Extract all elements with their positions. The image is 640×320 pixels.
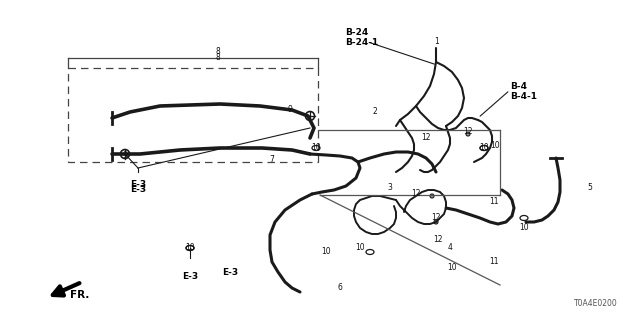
Text: 10: 10 [479,143,489,153]
Circle shape [466,132,470,136]
Text: 1: 1 [435,37,440,46]
Text: 6: 6 [337,284,342,292]
Text: E-3: E-3 [222,268,238,277]
Text: 10: 10 [355,244,365,252]
Text: B-4
B-4-1: B-4 B-4-1 [510,82,537,101]
Text: 12: 12 [433,236,443,244]
Text: 7: 7 [269,156,275,164]
Text: B-24
B-24-1: B-24 B-24-1 [345,28,378,47]
Text: 10: 10 [185,244,195,252]
Text: E-3: E-3 [130,185,146,194]
Text: 9: 9 [287,106,292,115]
Bar [68,68,318,162]
Text: 10: 10 [311,143,321,153]
Text: 11: 11 [489,258,499,267]
Text: E-3: E-3 [182,272,198,281]
Text: 11: 11 [489,197,499,206]
Text: 4: 4 [447,244,452,252]
Text: FR.: FR. [70,290,90,300]
Text: 8: 8 [216,53,220,62]
Text: 8: 8 [216,47,220,57]
Text: 12: 12 [463,127,473,137]
Text: E-3: E-3 [130,180,146,189]
Text: 10: 10 [321,247,331,257]
Text: 9: 9 [123,150,127,159]
Circle shape [430,194,434,198]
Text: 10: 10 [447,263,457,273]
Text: 12: 12 [412,189,420,198]
Text: 2: 2 [372,108,378,116]
Text: 12: 12 [431,213,441,222]
Circle shape [434,220,438,224]
Text: 3: 3 [388,183,392,193]
Text: 10: 10 [490,140,500,149]
Text: 12: 12 [421,133,431,142]
Text: 5: 5 [588,183,593,193]
Text: 10: 10 [519,223,529,233]
Text: T0A4E0200: T0A4E0200 [574,299,618,308]
